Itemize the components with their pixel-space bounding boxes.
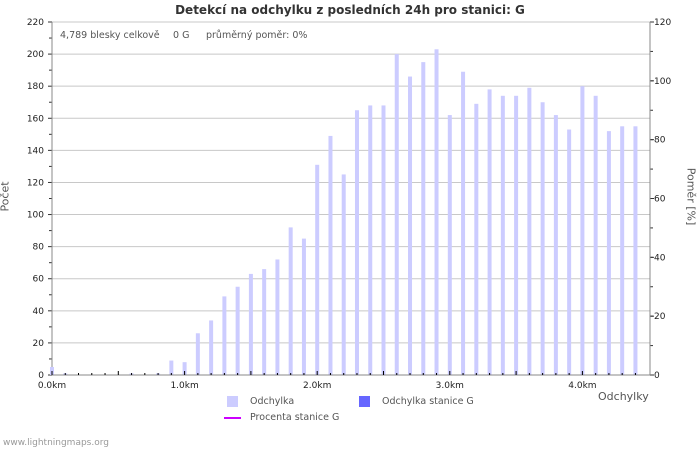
y2-tick-label: 0 <box>654 371 660 381</box>
bar <box>381 105 386 375</box>
y-tick-label: 40 <box>33 307 45 317</box>
bar <box>620 126 625 375</box>
info-ratio: průměrný poměr: 0% <box>206 30 308 41</box>
bar <box>474 103 479 375</box>
bar <box>553 115 558 376</box>
bar <box>514 95 519 376</box>
bar <box>580 86 585 375</box>
y-tick-label: 120 <box>27 178 44 188</box>
bar <box>275 259 280 375</box>
y-tick-label: 100 <box>27 211 44 221</box>
y-tick-label: 140 <box>27 146 44 156</box>
y-tick-label: 180 <box>27 82 44 92</box>
y2-tick-label: 20 <box>654 312 666 322</box>
bar <box>434 49 439 375</box>
y2-tick-label: 40 <box>654 253 666 263</box>
x-tick-label: 1.0km <box>170 381 198 391</box>
bar <box>341 174 346 375</box>
legend-swatch-odchylka <box>227 396 238 407</box>
bar <box>288 227 293 375</box>
bar <box>315 164 320 375</box>
info-total: 4,789 blesky celkově <box>60 30 160 41</box>
bar <box>593 95 598 376</box>
bar <box>567 129 572 375</box>
bar <box>487 89 492 376</box>
bar <box>235 286 240 375</box>
bar <box>368 105 373 375</box>
bar <box>222 296 227 375</box>
y2-tick-label: 100 <box>654 77 671 87</box>
y-tick-label: 160 <box>27 114 44 124</box>
bar <box>182 362 187 375</box>
y-tick-label: 200 <box>27 50 44 60</box>
bar <box>195 333 200 375</box>
bar <box>394 54 399 375</box>
bar <box>408 76 413 376</box>
x-tick-label: 2.0km <box>303 381 331 391</box>
info-station: 0 G <box>173 30 190 41</box>
bar <box>248 273 253 375</box>
y-tick-label: 220 <box>27 18 44 28</box>
bar <box>606 131 611 375</box>
bar <box>262 269 267 375</box>
bar <box>500 95 505 376</box>
x-tick-label: 4.0km <box>568 381 596 391</box>
bar <box>540 102 545 376</box>
bar <box>50 366 54 375</box>
legend-label: Odchylka stanice G <box>382 396 474 407</box>
y2-axis-label: Poměr [%] <box>684 167 698 226</box>
bar <box>421 62 426 375</box>
legend-line-percent <box>224 417 241 419</box>
legend-label: Odchylka <box>250 396 295 407</box>
y2-tick-label: 80 <box>654 136 666 146</box>
bar <box>301 238 306 375</box>
bar <box>169 360 174 375</box>
y-axis-label: Počet <box>0 181 12 212</box>
footer-credit: www.lightningmaps.org <box>3 438 109 448</box>
y-tick-label: 20 <box>33 339 45 349</box>
legend-swatch-station <box>359 396 370 407</box>
bar <box>461 71 466 375</box>
x-tick-label: 3.0km <box>436 381 464 391</box>
y2-tick-label: 60 <box>654 195 666 205</box>
bar <box>633 126 638 375</box>
legend-label: Procenta stanice G <box>250 412 340 423</box>
bar <box>354 110 359 375</box>
y2-tick-label: 120 <box>654 18 671 28</box>
bar <box>527 87 532 375</box>
bar <box>447 115 452 376</box>
x-axis-label: Odchylky <box>598 390 649 403</box>
bar <box>328 135 333 375</box>
x-tick-label: 0.0km <box>38 381 66 391</box>
y-tick-label: 0 <box>38 371 44 381</box>
y-tick-label: 80 <box>33 243 45 253</box>
y-tick-label: 60 <box>33 275 45 285</box>
chart-title: Detekcí na odchylku z posledních 24h pro… <box>175 3 525 17</box>
bar <box>209 320 214 375</box>
